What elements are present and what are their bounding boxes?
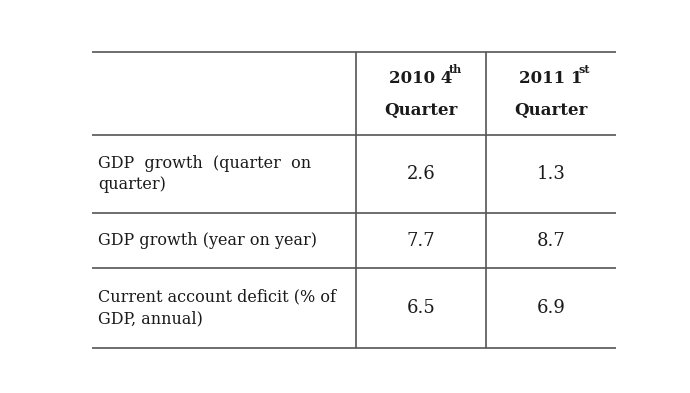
Text: quarter): quarter) bbox=[98, 176, 166, 193]
Text: GDP  growth  (quarter  on: GDP growth (quarter on bbox=[98, 154, 311, 172]
Text: GDP, annual): GDP, annual) bbox=[98, 310, 203, 328]
Text: 2011 1: 2011 1 bbox=[519, 70, 582, 87]
Text: 6.5: 6.5 bbox=[406, 299, 435, 317]
Text: 8.7: 8.7 bbox=[536, 232, 565, 250]
Text: 1.3: 1.3 bbox=[536, 165, 565, 183]
Text: 7.7: 7.7 bbox=[407, 232, 435, 250]
Text: GDP growth (year on year): GDP growth (year on year) bbox=[98, 232, 317, 249]
Text: 2010 4: 2010 4 bbox=[389, 70, 453, 87]
Text: Current account deficit (% of: Current account deficit (% of bbox=[98, 289, 336, 306]
Text: 2.6: 2.6 bbox=[406, 165, 435, 183]
Text: th: th bbox=[449, 64, 462, 75]
Text: 6.9: 6.9 bbox=[536, 299, 565, 317]
Text: Quarter: Quarter bbox=[514, 102, 587, 119]
Text: st: st bbox=[579, 64, 590, 75]
Text: Quarter: Quarter bbox=[384, 102, 457, 119]
